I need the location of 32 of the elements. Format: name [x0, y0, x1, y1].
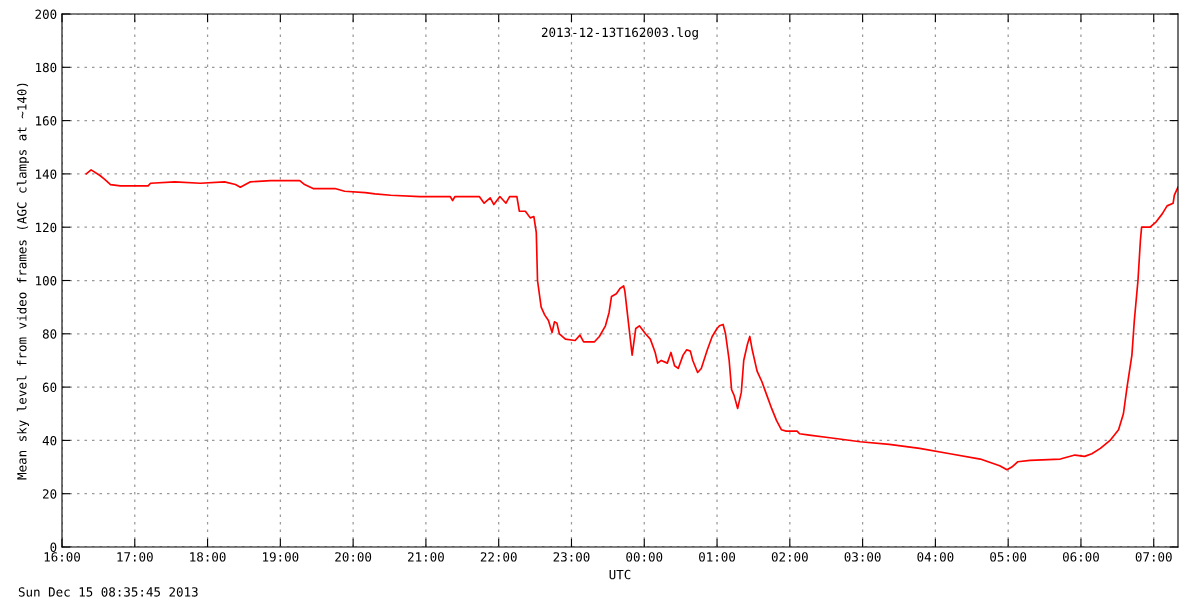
y-tick-label: 200 — [35, 9, 57, 19]
line-series — [85, 169, 1178, 471]
y-tick-label: 20 — [43, 489, 57, 499]
y-tick-label: 140 — [36, 169, 57, 179]
x-tick-label: 03:00 — [844, 552, 881, 562]
x-tick-label: 00:00 — [626, 552, 663, 562]
text: Sun Dec 15 08:35:45 2013 — [18, 587, 198, 597]
x-tick-label: 05:00 — [990, 552, 1027, 562]
y-tick-label: 80 — [42, 329, 57, 339]
y-tick-label: 40 — [42, 435, 57, 446]
x-tick-label: 19:00 — [263, 552, 299, 562]
x-axis-title: UTC — [609, 569, 631, 580]
x-tick-label: 20:00 — [335, 552, 372, 562]
text: 2013-12-13T162003.log — [541, 27, 698, 40]
x-tick-label: 07:00 — [1135, 552, 1172, 562]
x-tick-label: 06:00 — [1062, 552, 1099, 562]
y-tick-label: 100 — [36, 276, 57, 286]
x-tick-label: 02:00 — [771, 552, 808, 562]
y-tick-label: 180 — [36, 62, 57, 73]
x-tick-label: 18:00 — [190, 552, 226, 562]
y-tick-label: 60 — [42, 382, 57, 393]
y-tick-label: 0 — [50, 542, 57, 552]
x-tick-label: 21:00 — [408, 552, 444, 562]
y-tick-label: 120 — [36, 222, 57, 233]
x-tick-label: 22:00 — [480, 552, 517, 562]
x-tick-label: 01:00 — [699, 552, 736, 562]
x-tick-label: 16:00 — [44, 552, 80, 562]
y-axis-title: Mean sky level from video frames (AGC clamps at ~140) — [16, 83, 30, 480]
x-tick-label: 04:00 — [917, 552, 954, 562]
x-tick-label: 17:00 — [117, 552, 153, 562]
x-tick-label: 23:00 — [553, 552, 590, 562]
y-tick-label: 160 — [36, 116, 57, 126]
